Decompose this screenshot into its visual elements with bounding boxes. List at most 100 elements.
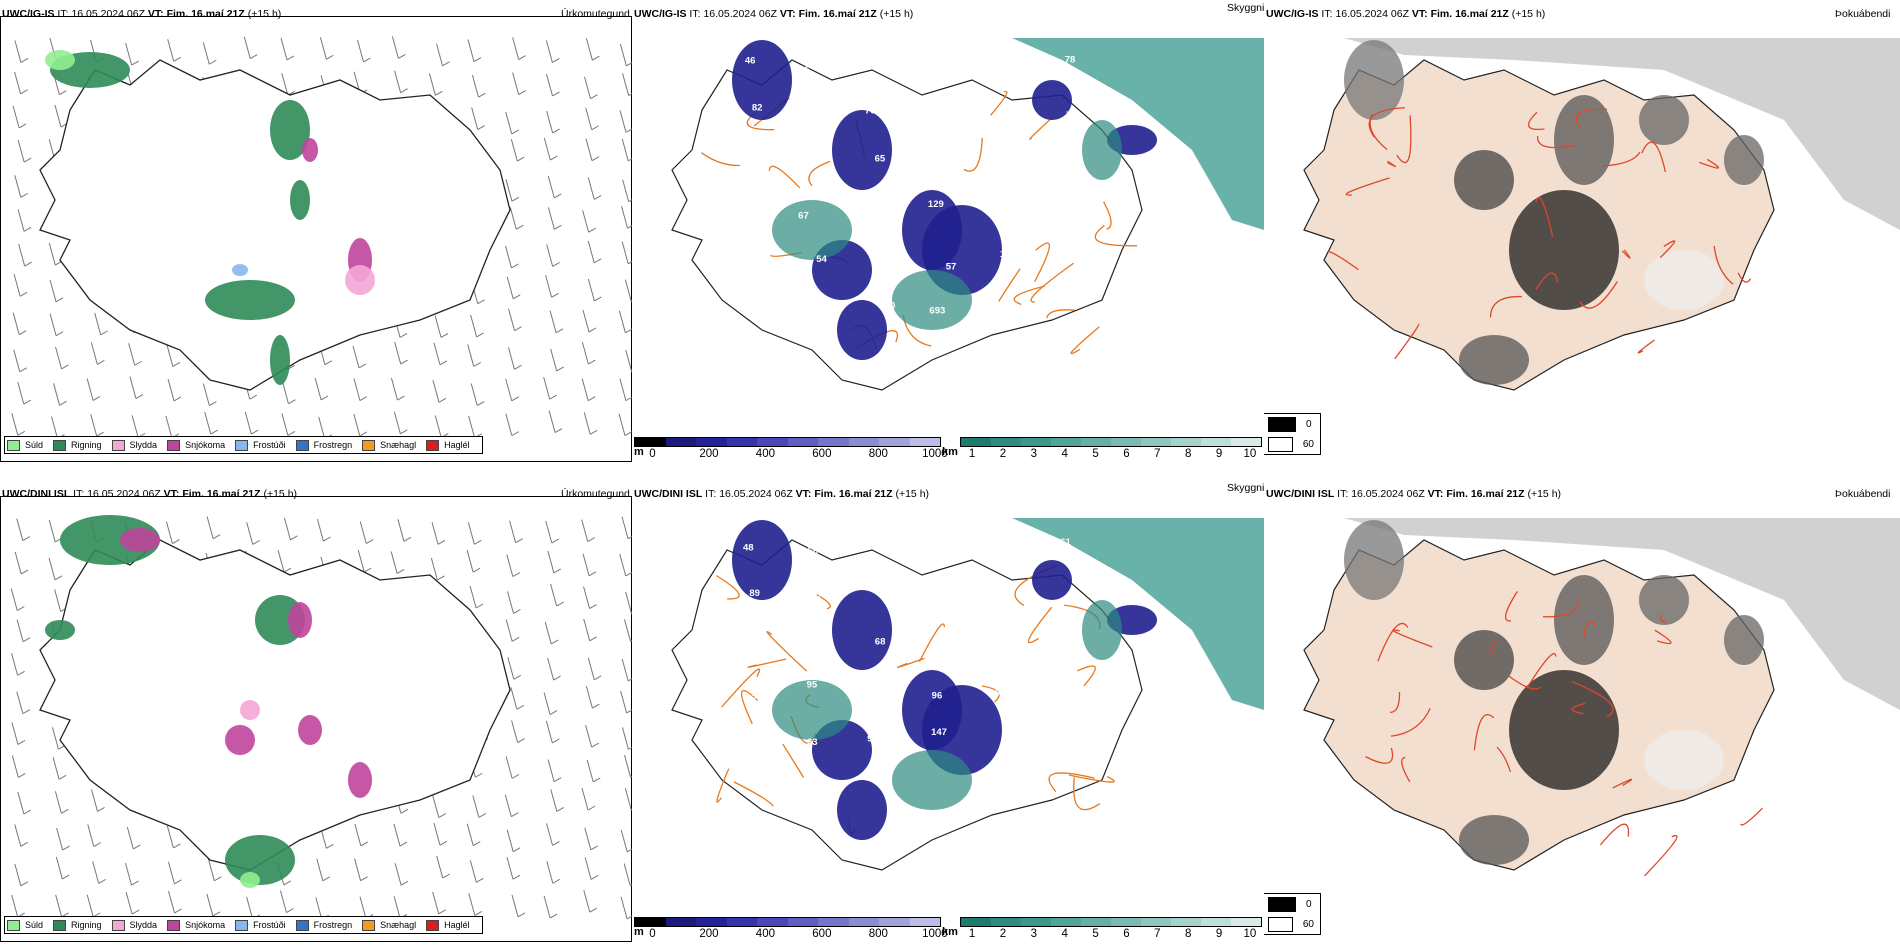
colorbar-tick-label: 1000 (922, 928, 948, 940)
wind-barb-flag (17, 740, 26, 745)
wind-barb (359, 521, 367, 544)
cloud-base-label: 18 (733, 635, 744, 646)
wind-barb-flag (592, 703, 600, 709)
wind-barb (433, 823, 441, 846)
wind-barb-flag (474, 910, 483, 916)
wind-barb-flag (22, 709, 31, 715)
precip-legend: Súld Rigning Slydda Snjókoma Frostúði Frostre… (4, 436, 483, 454)
wind-barb-flag (511, 196, 520, 202)
wind-barb-flag (512, 294, 521, 300)
legend-label: Snjókoma (185, 920, 226, 930)
wind-barb-flag (174, 879, 182, 885)
wind-barb (585, 138, 593, 161)
road (1377, 622, 1409, 662)
precip-legend-item: Súld (7, 919, 43, 931)
wind-barb (277, 549, 285, 573)
legend-label: Snæhagl (380, 920, 417, 930)
legend-swatch (53, 439, 67, 451)
map-frame (0, 16, 632, 462)
wind-barb-flag (591, 156, 600, 162)
wind-barb-flag (400, 808, 409, 814)
wind-barb-flag (587, 537, 595, 543)
road (1579, 281, 1618, 309)
wind-barb (585, 685, 593, 709)
wind-barb (393, 823, 401, 847)
legend-label: Haglél (444, 920, 470, 930)
wind-barb (243, 36, 251, 59)
colorbar-tick-label: 200 (699, 928, 719, 940)
colorbar-cell (696, 438, 727, 446)
wind-barb-flag (628, 92, 632, 96)
road (1030, 262, 1075, 303)
wind-barb (582, 309, 590, 333)
wind-barb-flag (22, 536, 31, 541)
wind-barb (434, 315, 442, 338)
wind-barb-flag (588, 227, 596, 233)
wind-barb-flag (475, 772, 483, 778)
road (963, 137, 983, 172)
wind-barb (506, 554, 514, 577)
wind-barb (206, 893, 214, 917)
legend-label: Súld (25, 440, 44, 450)
wind-barb (624, 279, 632, 302)
wind-barb (359, 896, 367, 919)
precip-map-bottom (10, 515, 632, 920)
wind-barb (584, 76, 591, 99)
wind-barb (511, 894, 519, 917)
wind-barb (18, 243, 26, 267)
wind-barb-flag (400, 880, 409, 886)
wind-barb (467, 39, 475, 62)
wind-barb (550, 789, 558, 812)
wind-barb (547, 207, 555, 230)
fog-index-area (1344, 520, 1404, 600)
wind-barb (510, 138, 518, 162)
road (1390, 691, 1401, 714)
colorbar-tick-label: 2 (999, 448, 1007, 460)
wind-barb-flag (358, 363, 367, 369)
wind-barb (619, 110, 627, 133)
cloud-base-label: 204 (1010, 308, 1027, 319)
fog-index-area (1644, 250, 1724, 310)
it-label: IT: (73, 488, 85, 500)
wind-barb (54, 104, 62, 128)
road (1599, 823, 1630, 846)
colorbar-tick-label: 9 (1215, 928, 1223, 940)
precip-area (345, 265, 375, 295)
colorbar-tick-label: 3 (1030, 448, 1038, 460)
precip-legend: Súld Rigning Slydda Snjókoma Frostúði Frostre… (4, 916, 483, 934)
road (1327, 250, 1359, 271)
precip-area (298, 715, 322, 745)
fog-index-area (1344, 40, 1404, 120)
wind-barb (430, 557, 438, 581)
colorbar-cell (1111, 438, 1141, 446)
wind-barb-flag (438, 909, 446, 915)
precip-legend-item: Súld (7, 439, 44, 451)
road (1583, 621, 1596, 639)
colorbar-cell (818, 438, 849, 446)
wind-barb-flag (514, 326, 522, 332)
wind-barb-flag (19, 291, 28, 297)
colorbar-tick-label: 800 (868, 928, 888, 940)
wind-barb (55, 894, 63, 917)
road (1641, 141, 1667, 173)
colorbar-tick-label: 10 (1243, 928, 1257, 940)
wind-barb (618, 310, 626, 333)
wind-barb-flag (360, 841, 369, 847)
wind-barb (507, 591, 514, 614)
road (768, 165, 801, 189)
panel-header: UWC/DINI ISL IT: 16.05.2024 06Z VT: Fim.… (634, 488, 929, 500)
colorbar-cell (818, 918, 849, 926)
wind-barb-flag (62, 845, 70, 851)
wind-barb-flag (472, 841, 481, 847)
wind-barb (432, 380, 440, 403)
wind-barb (165, 415, 173, 439)
wind-barb (622, 73, 630, 96)
fog-index-area (1724, 615, 1764, 665)
wind-barb-flag (283, 880, 292, 886)
colorbar-tick-label: 0 (649, 928, 656, 940)
it-label: IT: (57, 8, 69, 20)
colorbar-cell (879, 438, 910, 446)
cloud-base-label: 69 (943, 156, 954, 167)
model-name: UWC/IG-IS (2, 8, 55, 20)
colorbar-cell (1171, 918, 1201, 926)
